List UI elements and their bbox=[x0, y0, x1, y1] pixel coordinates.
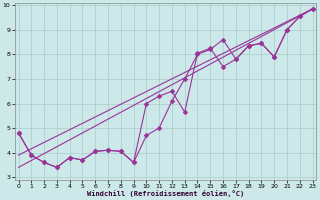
X-axis label: Windchill (Refroidissement éolien,°C): Windchill (Refroidissement éolien,°C) bbox=[87, 190, 244, 197]
